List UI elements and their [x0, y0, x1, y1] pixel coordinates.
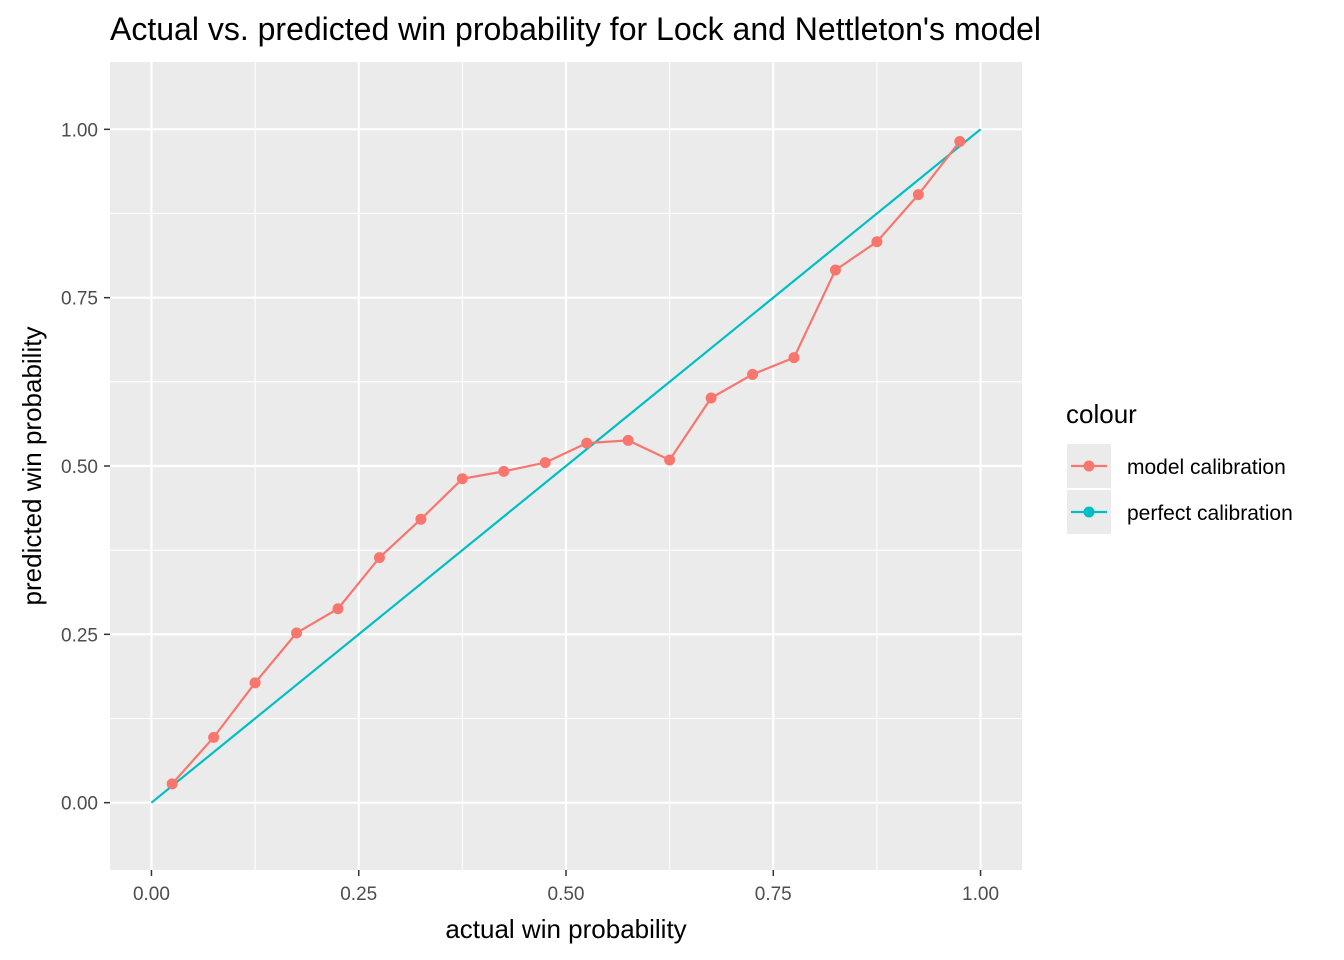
legend-point-model-calibration [1083, 460, 1095, 472]
series-layer [150, 128, 982, 804]
model-calibration-point [208, 731, 220, 743]
x-tick-label: 0.00 [133, 884, 170, 905]
legend-items: model calibration perfect calibration [1067, 444, 1293, 534]
y-tick-label: 0.00 [61, 794, 98, 815]
y-axis-title: predicted win probability [17, 327, 47, 606]
x-axis-ticks: 0.00 0.25 0.50 0.75 1.00 [133, 870, 999, 905]
x-tick-label: 0.75 [755, 884, 792, 905]
legend-title: colour [1066, 399, 1137, 429]
model-calibration-point [705, 392, 717, 404]
model-calibration-point [291, 627, 303, 639]
model-calibration-point [871, 236, 883, 248]
legend: colour model calibration perfect calibrat… [1066, 399, 1293, 534]
model-calibration-point [539, 457, 551, 469]
x-tick-label: 0.25 [340, 884, 377, 905]
model-calibration-point [456, 473, 468, 485]
y-tick-label: 0.25 [61, 625, 98, 646]
model-calibration-point [622, 434, 634, 446]
x-axis-title: actual win probability [445, 914, 686, 944]
model-calibration-point [332, 603, 344, 615]
x-tick-label: 1.00 [962, 884, 999, 905]
model-calibration-point [788, 352, 800, 364]
model-calibration-point [829, 264, 841, 276]
legend-label-perfect-calibration: perfect calibration [1127, 502, 1293, 525]
model-calibration-point [249, 677, 261, 689]
legend-point-perfect-calibration [1083, 506, 1095, 518]
chart-title: Actual vs. predicted win probability for… [110, 11, 1041, 47]
model-calibration-point [498, 465, 510, 477]
model-calibration-point [912, 189, 924, 201]
model-calibration-point [664, 454, 676, 466]
model-calibration-line [171, 140, 961, 785]
model-calibration-point [747, 368, 759, 380]
model-calibration-point [415, 513, 427, 525]
y-tick-label: 0.50 [61, 457, 98, 478]
x-tick-label: 0.50 [548, 884, 585, 905]
legend-label-model-calibration: model calibration [1127, 456, 1286, 479]
model-calibration-point [581, 437, 593, 449]
model-calibration-point [373, 552, 385, 564]
model-calibration-point [166, 778, 178, 790]
y-tick-label: 1.00 [61, 120, 98, 141]
model-calibration-point [954, 135, 966, 147]
perfect-calibration-line [150, 128, 982, 804]
y-axis-ticks: 0.00 0.25 0.50 0.75 1.00 [61, 120, 110, 815]
y-tick-label: 0.75 [61, 289, 98, 310]
